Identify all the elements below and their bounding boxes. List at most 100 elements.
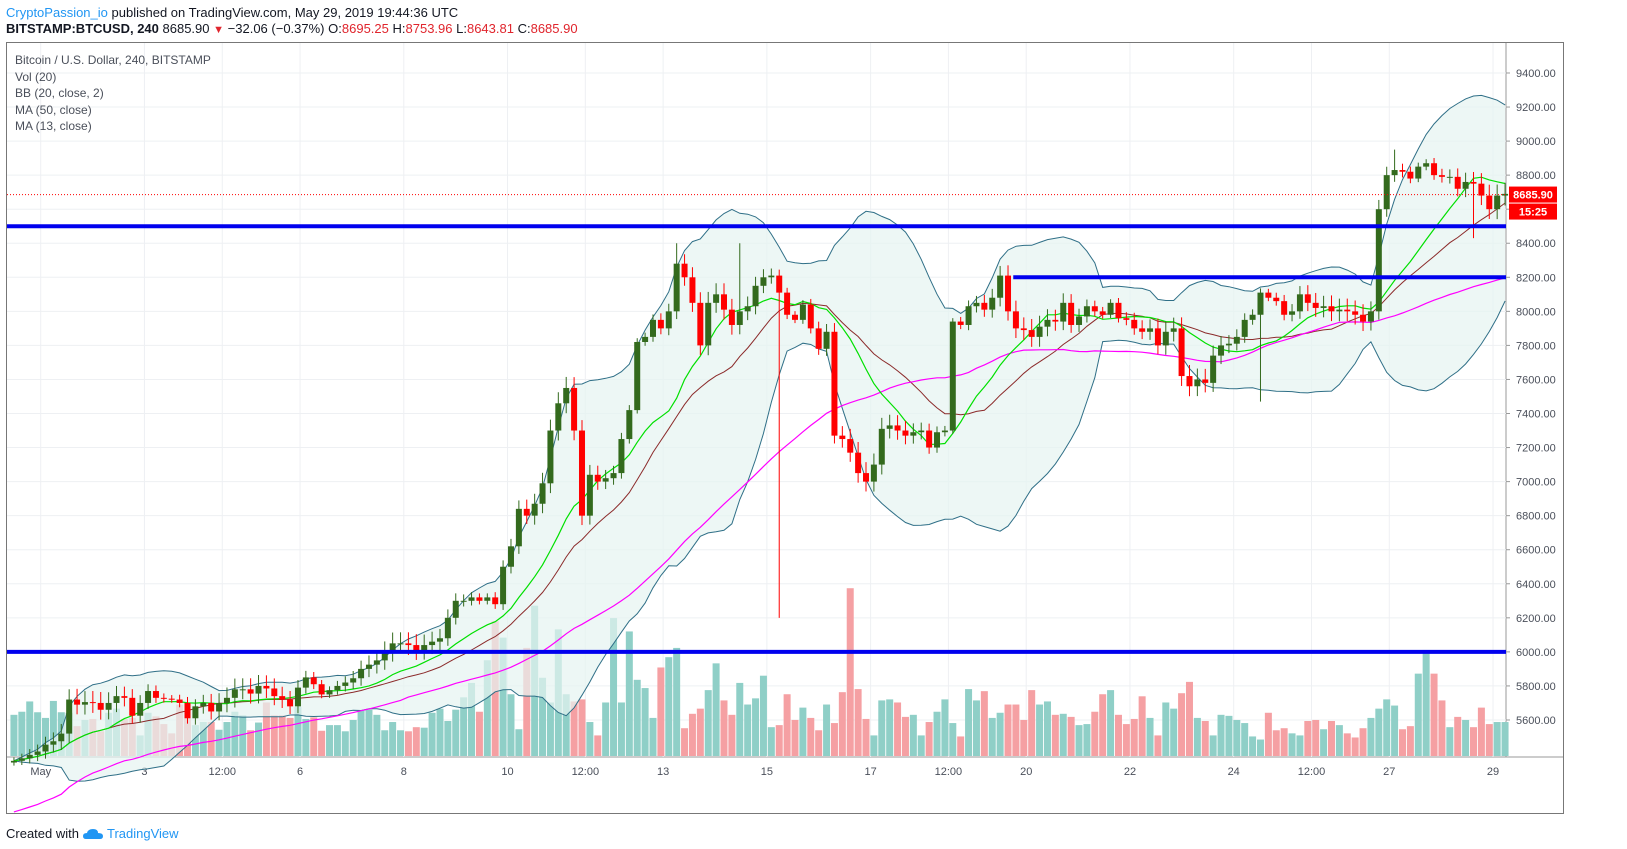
candle-body — [1431, 163, 1438, 176]
created-with-label: Created with — [6, 826, 79, 841]
candle-body — [413, 645, 420, 651]
price-change: −32.06 (−0.37%) — [227, 21, 325, 36]
candle-body — [863, 473, 870, 482]
volume-bar — [791, 719, 799, 756]
y-tick-label: 6400.00 — [1516, 579, 1556, 591]
candle-body — [515, 508, 522, 547]
volume-bar — [807, 717, 815, 756]
y-tick-label: 6000.00 — [1516, 647, 1556, 659]
candle-body — [713, 294, 720, 303]
legend-bollinger[interactable]: BB (20, close, 2) — [15, 86, 104, 100]
candle-body — [1233, 336, 1240, 344]
volume-bar — [657, 667, 665, 756]
candle-body — [1265, 292, 1272, 298]
volume-bar — [460, 697, 468, 756]
candle-body — [271, 688, 278, 697]
candle-body — [1486, 195, 1493, 210]
volume-bar — [428, 712, 436, 756]
candle-body — [728, 309, 735, 325]
candle-body — [1328, 306, 1335, 312]
candle-body — [492, 597, 499, 605]
bollinger-lower-line — [13, 300, 1506, 782]
volume-bar — [854, 689, 862, 756]
candle-body — [547, 430, 554, 484]
candle-body — [279, 696, 286, 700]
candle-body — [941, 430, 948, 433]
candle-body — [1210, 355, 1217, 383]
candle-body — [965, 306, 972, 325]
countdown-label: 15:25 — [1519, 207, 1547, 219]
volume-bar — [736, 682, 744, 756]
candle-body — [34, 751, 41, 755]
candle-body — [1391, 170, 1398, 176]
volume-bar — [1012, 704, 1020, 756]
candle-body — [58, 733, 65, 742]
low-label: L: — [456, 21, 467, 36]
candle-body — [168, 698, 175, 700]
candle-body — [239, 689, 246, 691]
candle-body — [444, 617, 451, 639]
x-tick-label: 12:00 — [208, 766, 236, 778]
volume-bar — [1146, 717, 1154, 756]
candle-body — [1241, 319, 1248, 337]
candle-body — [847, 439, 854, 453]
legend-ma50[interactable]: MA (50, close) — [15, 102, 92, 117]
candle-body — [697, 302, 704, 346]
tradingview-link[interactable]: TradingView — [106, 826, 179, 841]
candle-body — [1099, 311, 1106, 315]
volume-bar — [1272, 730, 1280, 756]
chart-frame[interactable] — [6, 42, 1564, 814]
candle-body — [334, 685, 341, 691]
candle-body — [81, 702, 88, 705]
y-tick-label: 9000.00 — [1516, 136, 1556, 148]
candle-body — [957, 321, 964, 325]
candle-body — [1344, 309, 1351, 312]
candle-body — [1154, 328, 1161, 346]
volume-bar — [310, 717, 318, 756]
volume-bar — [917, 735, 925, 756]
legend-ma13[interactable]: MA (13, close) — [15, 119, 92, 133]
volume-bar — [941, 699, 949, 756]
volume-bar — [1075, 725, 1083, 756]
legend-volume[interactable]: Vol (20) — [15, 69, 57, 84]
candle-body — [1162, 331, 1169, 346]
volume-bar — [365, 709, 373, 756]
volume-bar — [712, 663, 720, 756]
candle-body — [1462, 181, 1469, 189]
candle-body — [689, 277, 696, 303]
candle-body — [618, 439, 625, 474]
candle-body — [799, 304, 806, 320]
volume-bar — [767, 727, 775, 756]
volume-bar — [823, 704, 831, 756]
volume-bar — [799, 707, 807, 756]
candle-body — [405, 643, 412, 646]
author-link[interactable]: CryptoPassion_io — [6, 5, 108, 20]
candle-body — [318, 684, 325, 695]
volume-bar — [302, 718, 310, 756]
candle-body — [216, 702, 223, 712]
candle-body — [760, 277, 767, 286]
candle-body — [287, 699, 294, 707]
candle-body — [1076, 316, 1083, 325]
candle-body — [358, 668, 365, 679]
candle-body — [1415, 166, 1422, 179]
volume-bar — [1430, 673, 1438, 756]
volume-bar — [815, 730, 823, 756]
volume-bar — [594, 735, 602, 756]
candle-body — [436, 638, 443, 642]
candle-body — [578, 430, 585, 516]
candle-body — [973, 302, 980, 307]
volume-bar — [562, 694, 570, 756]
y-tick-label: 6800.00 — [1516, 511, 1556, 523]
volume-bar — [1107, 690, 1115, 756]
candle-body — [768, 275, 775, 278]
ma13-line — [13, 176, 1506, 762]
candle-body — [1091, 306, 1098, 312]
x-tick-label: May — [30, 766, 51, 778]
volume-bar — [988, 717, 996, 756]
x-tick-label: 17 — [864, 766, 876, 778]
volume-bar — [1233, 719, 1241, 756]
x-tick-label: 8 — [401, 766, 407, 778]
candle-body — [247, 689, 254, 694]
